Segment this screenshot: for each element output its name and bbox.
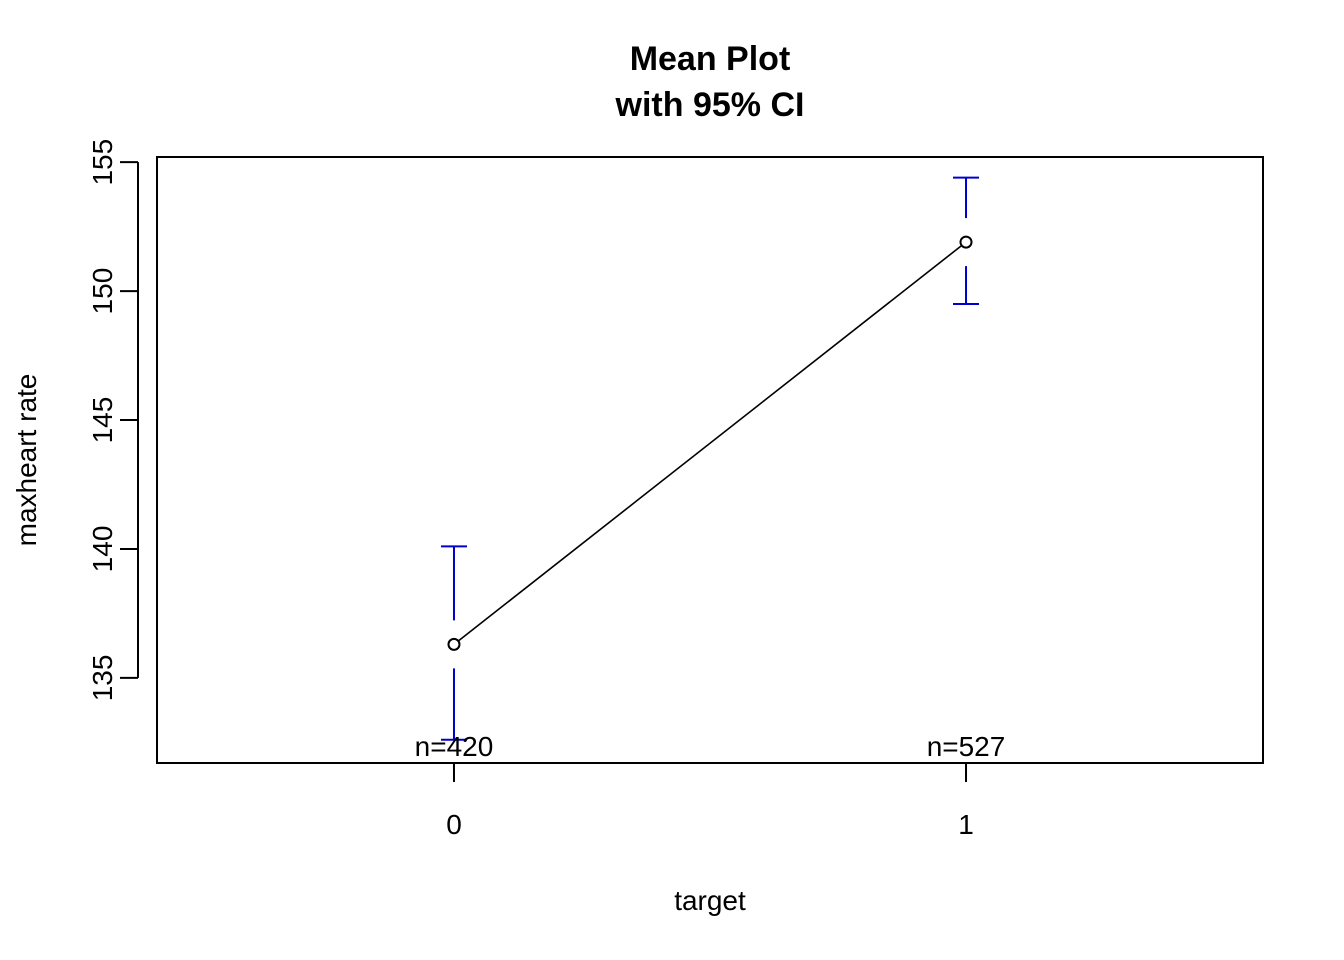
mean-point (959, 235, 973, 249)
mean-point (447, 637, 461, 651)
ci-bars (440, 176, 980, 741)
y-axis: 135 140 145 150 155 (87, 139, 139, 702)
y-axis-label: maxheart rate (11, 374, 42, 547)
count-labels: n=420 n=527 (415, 731, 1006, 762)
mean-line-group (453, 241, 967, 646)
x-tick-label: 0 (446, 809, 462, 840)
y-tick-label: 145 (87, 397, 118, 444)
count-label: n=420 (415, 731, 494, 762)
ci-bar (440, 545, 467, 741)
y-tick-label: 150 (87, 268, 118, 315)
chart-title-line2: with 95% CI (615, 86, 805, 124)
y-tick-label: 140 (87, 526, 118, 573)
chart-title-line1: Mean Plot (630, 40, 791, 78)
x-axis-label: target (674, 885, 746, 916)
ci-bar (953, 176, 980, 305)
mean-line (453, 241, 967, 646)
plot-frame (156, 156, 1264, 764)
x-tick-label: 1 (958, 809, 974, 840)
y-tick-label: 155 (87, 139, 118, 186)
count-label: n=527 (927, 731, 1006, 762)
y-tick-label: 135 (87, 655, 118, 702)
mean-points (447, 235, 973, 651)
